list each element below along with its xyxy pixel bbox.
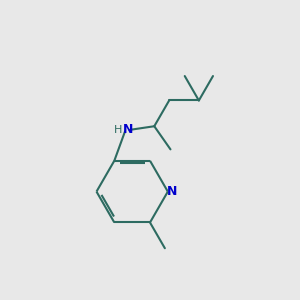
- Text: N: N: [167, 185, 178, 198]
- Text: N: N: [123, 123, 133, 136]
- Text: H: H: [114, 125, 123, 135]
